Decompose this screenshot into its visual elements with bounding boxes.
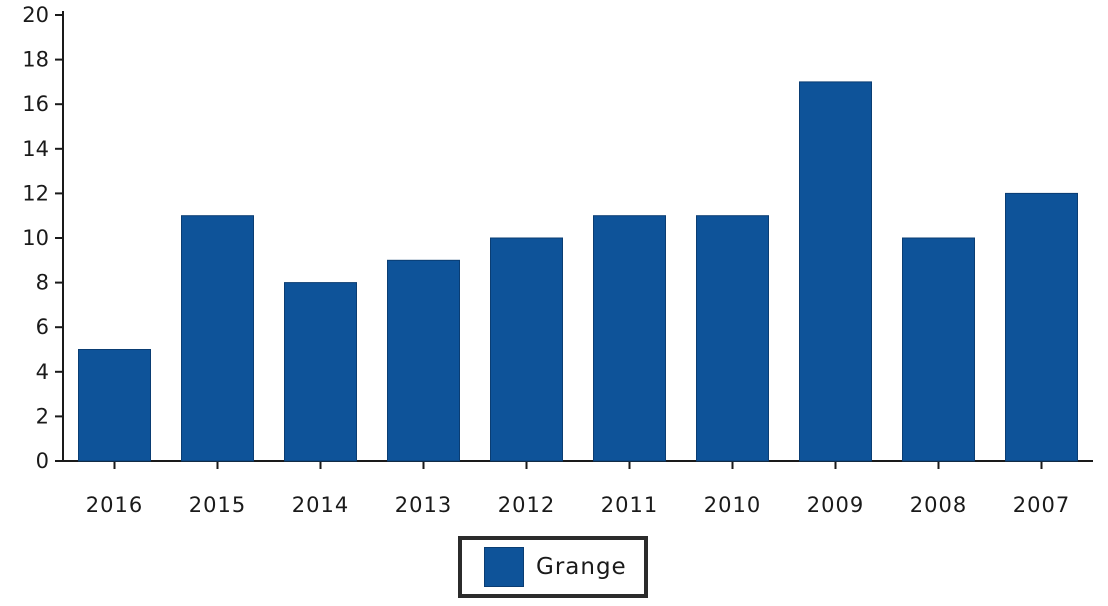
bars <box>78 81 1078 462</box>
bar-2011 <box>593 215 666 462</box>
bar-2010 <box>696 215 769 462</box>
x-tick-label-2007: 2007 <box>1013 493 1070 517</box>
legend-label-grange: Grange <box>536 554 627 580</box>
bar-2013 <box>387 259 460 462</box>
y-tick-label: 8 <box>36 271 49 295</box>
bar-2007 <box>1005 192 1078 462</box>
x-tick-label-2011: 2011 <box>601 493 658 517</box>
legend-swatch-grange <box>484 547 524 587</box>
bar-2009 <box>799 81 872 462</box>
x-tick-label-2012: 2012 <box>498 493 555 517</box>
y-tick-label: 20 <box>22 3 49 27</box>
bar-2014 <box>284 282 357 462</box>
x-axis: 2016 2015 2014 2013 2012 2011 2010 2009 2008 2007 <box>63 460 1093 517</box>
y-tick-label: 2 <box>36 404 49 428</box>
bar-2016 <box>78 349 151 462</box>
x-tick-label-2013: 2013 <box>395 493 452 517</box>
y-tick-label: 12 <box>22 181 49 205</box>
y-tick-label: 18 <box>22 48 49 72</box>
y-tick-label: 14 <box>22 137 49 161</box>
x-tick-label-2008: 2008 <box>910 493 967 517</box>
x-tick-label-2015: 2015 <box>189 493 246 517</box>
bar-2012 <box>490 237 563 462</box>
x-tick-label-2010: 2010 <box>704 493 761 517</box>
y-tick-label: 4 <box>36 360 49 384</box>
y-tick-label: 6 <box>36 315 49 339</box>
bar-2008 <box>902 237 975 462</box>
y-tick-label: 0 <box>36 449 49 473</box>
y-tick-label: 16 <box>22 92 49 116</box>
bar-2015 <box>181 215 254 462</box>
legend: Grange <box>458 536 648 598</box>
y-axis: 0 2 4 6 8 10 12 14 16 18 20 <box>22 3 64 473</box>
x-tick-label-2009: 2009 <box>807 493 864 517</box>
x-tick-label-2014: 2014 <box>292 493 349 517</box>
y-tick-label: 10 <box>22 226 49 250</box>
x-tick-label-2016: 2016 <box>86 493 143 517</box>
